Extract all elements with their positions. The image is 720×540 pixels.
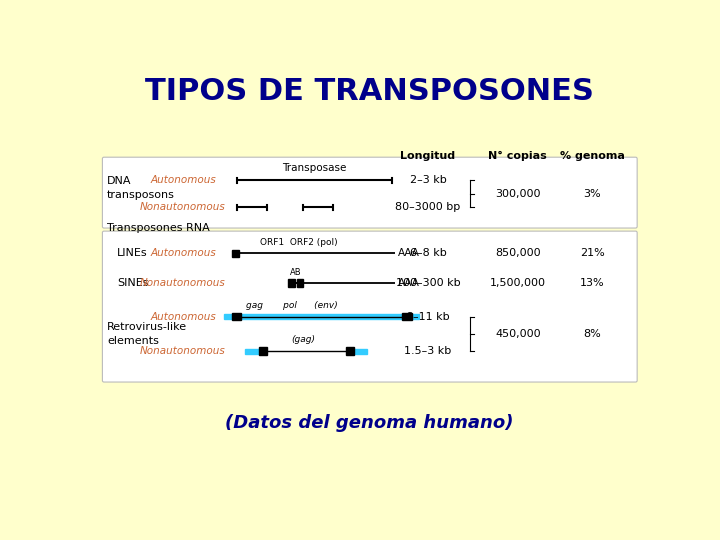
Text: 1.5–3 kb: 1.5–3 kb [404, 346, 451, 356]
Text: (Datos del genoma humano): (Datos del genoma humano) [225, 414, 513, 432]
Text: gag       pol      (env): gag pol (env) [246, 301, 338, 309]
Text: 450,000: 450,000 [495, 329, 541, 339]
Text: Transposase: Transposase [282, 163, 347, 173]
FancyBboxPatch shape [102, 157, 637, 228]
Text: LINEs: LINEs [117, 248, 148, 259]
Text: Autonomous: Autonomous [150, 176, 216, 185]
Text: Autonomous: Autonomous [150, 248, 216, 259]
Bar [346, 347, 354, 355]
Bar [354, 349, 367, 354]
Text: 6–11 kb: 6–11 kb [406, 312, 450, 322]
Text: Transposones RNA: Transposones RNA [107, 223, 210, 233]
Text: DNA
transposons: DNA transposons [107, 176, 175, 200]
Text: N° copias: N° copias [488, 151, 547, 161]
Text: Longitud: Longitud [400, 151, 455, 161]
Text: 13%: 13% [580, 278, 605, 288]
Text: Autonomous: Autonomous [150, 312, 216, 322]
FancyBboxPatch shape [102, 231, 637, 382]
Bar [232, 313, 241, 320]
Text: % genoma: % genoma [559, 151, 625, 161]
Text: TIPOS DE TRANSPOSONES: TIPOS DE TRANSPOSONES [145, 77, 593, 106]
Text: 80–3000 bp: 80–3000 bp [395, 202, 461, 212]
Text: 21%: 21% [580, 248, 605, 259]
Bar [412, 314, 419, 319]
Text: (gag): (gag) [291, 335, 315, 345]
Text: Retrovirus-like
elements: Retrovirus-like elements [107, 322, 187, 346]
Bar [259, 347, 266, 355]
Text: 100–300 kb: 100–300 kb [395, 278, 460, 288]
Bar [224, 314, 232, 319]
Text: 2–3 kb: 2–3 kb [410, 176, 446, 185]
Bar [232, 249, 239, 257]
Text: AAA: AAA [397, 278, 420, 288]
Text: 6–8 kb: 6–8 kb [410, 248, 446, 259]
Text: 300,000: 300,000 [495, 189, 541, 199]
Text: Nonautonomous: Nonautonomous [140, 346, 226, 356]
Bar [402, 313, 412, 320]
Bar [241, 314, 402, 319]
Text: 850,000: 850,000 [495, 248, 541, 259]
Text: ORF1  ORF2 (pol): ORF1 ORF2 (pol) [261, 238, 338, 247]
Text: 3%: 3% [583, 189, 601, 199]
Bar [297, 279, 303, 287]
Text: Nonautonomous: Nonautonomous [140, 278, 226, 288]
Text: 8%: 8% [583, 329, 601, 339]
Bar [289, 279, 294, 287]
Text: Nonautonomous: Nonautonomous [140, 202, 226, 212]
Text: AB: AB [290, 267, 302, 276]
Text: AAA: AAA [397, 248, 420, 259]
Bar [245, 349, 259, 354]
Text: 1,500,000: 1,500,000 [490, 278, 546, 288]
Text: SINEs: SINEs [117, 278, 148, 288]
